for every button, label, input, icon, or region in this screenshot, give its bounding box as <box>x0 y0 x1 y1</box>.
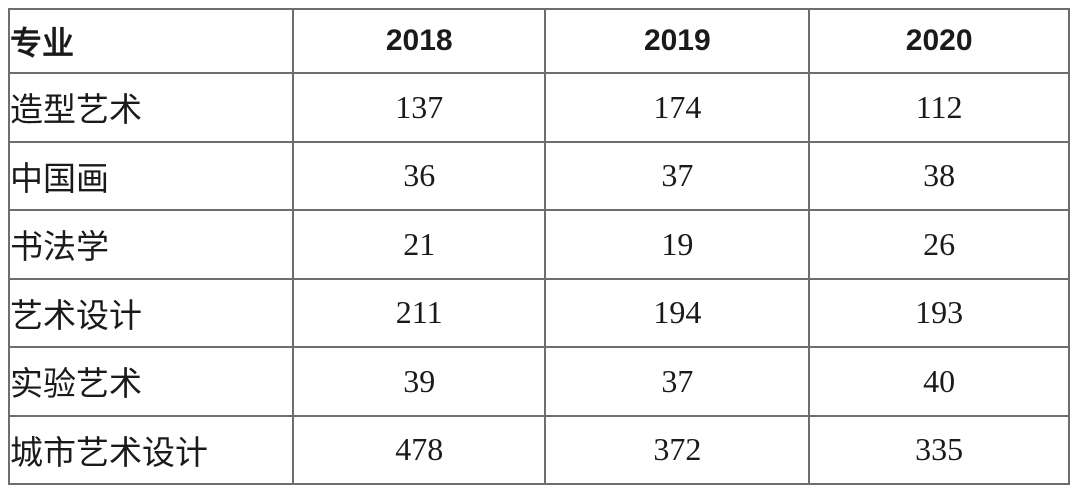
row-major-label: 艺术设计 <box>7 277 295 348</box>
table-row: 中国画 36 37 38 <box>7 140 1070 211</box>
table-cell: 37 <box>544 140 811 211</box>
table-row: 实验艺术 39 37 40 <box>7 346 1070 417</box>
row-major-label: 书法学 <box>7 209 295 280</box>
header-year-2020: 2020 <box>808 8 1070 74</box>
table-cell: 335 <box>808 414 1070 485</box>
header-year-2018: 2018 <box>292 8 547 74</box>
table-row: 艺术设计 211 194 193 <box>7 277 1070 348</box>
table-row: 城市艺术设计 478 372 335 <box>7 414 1070 485</box>
enrollment-table: 专业 2018 2019 2020 造型艺术 137 174 112 中国画 3… <box>7 8 1070 485</box>
row-major-label: 造型艺术 <box>7 72 295 143</box>
table-cell: 193 <box>808 277 1070 348</box>
table-cell: 137 <box>292 72 547 143</box>
table-cell: 211 <box>292 277 547 348</box>
table-cell: 26 <box>808 209 1070 280</box>
table-cell: 37 <box>544 346 811 417</box>
table-cell: 194 <box>544 277 811 348</box>
table-cell: 36 <box>292 140 547 211</box>
table-row: 书法学 21 19 26 <box>7 209 1070 280</box>
table-cell: 478 <box>292 414 547 485</box>
table-cell: 112 <box>808 72 1070 143</box>
header-major: 专业 <box>7 8 295 74</box>
row-major-label: 中国画 <box>7 140 295 211</box>
table-cell: 372 <box>544 414 811 485</box>
row-major-label: 实验艺术 <box>7 346 295 417</box>
table-cell: 174 <box>544 72 811 143</box>
table-row: 造型艺术 137 174 112 <box>7 72 1070 143</box>
table-cell: 40 <box>808 346 1070 417</box>
row-major-label: 城市艺术设计 <box>7 414 295 485</box>
table-cell: 21 <box>292 209 547 280</box>
table-cell: 39 <box>292 346 547 417</box>
table-cell: 38 <box>808 140 1070 211</box>
header-row: 专业 2018 2019 2020 <box>7 8 1070 74</box>
table-cell: 19 <box>544 209 811 280</box>
header-year-2019: 2019 <box>544 8 811 74</box>
